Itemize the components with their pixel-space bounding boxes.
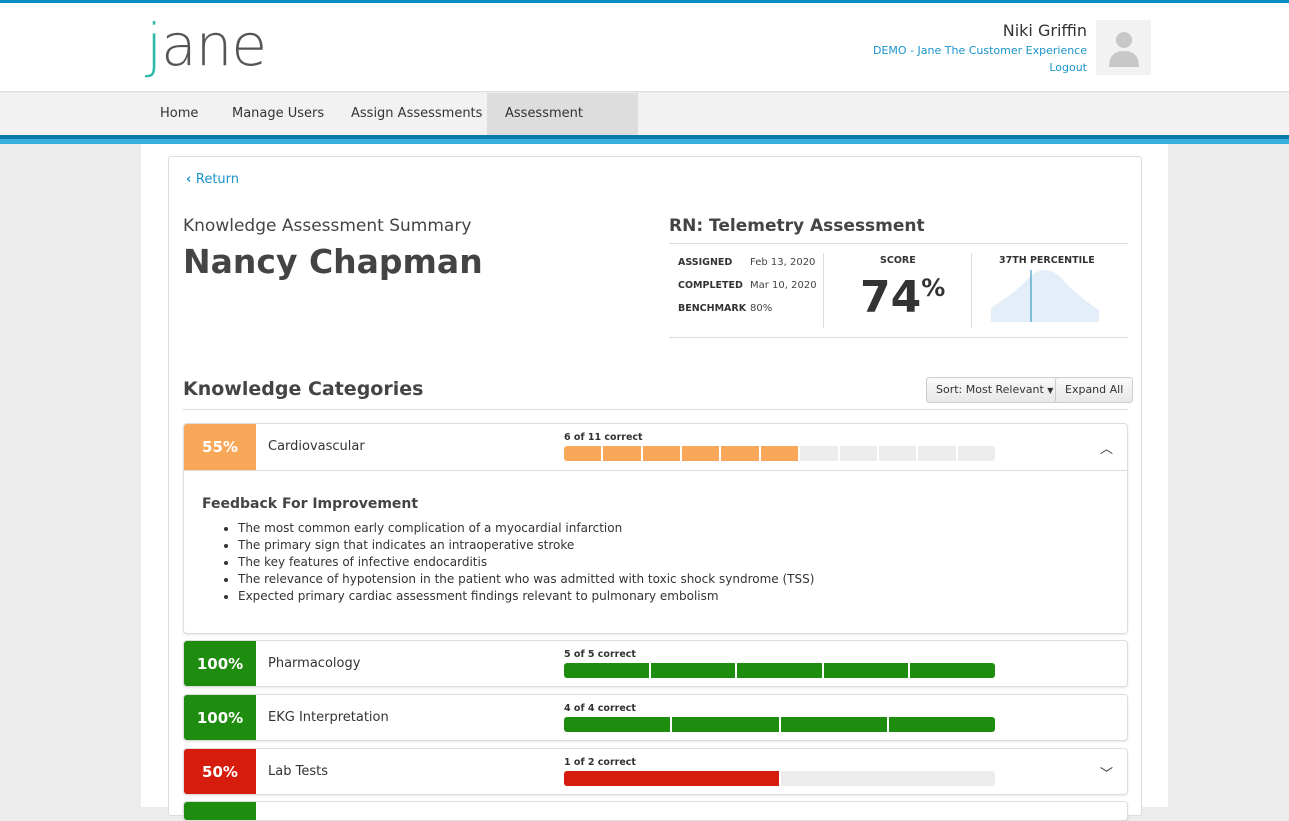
score-badge: 50% bbox=[184, 749, 256, 794]
completed-label: COMPLETED bbox=[678, 280, 743, 291]
benchmark-label: BENCHMARK bbox=[678, 303, 747, 314]
jane-logo[interactable]: jane bbox=[146, 11, 267, 79]
main-nav: Home Manage Users Assign Assessments Ass… bbox=[0, 93, 1289, 163]
assigned-value: Feb 13, 2020 bbox=[750, 257, 816, 268]
category-name: EKG Interpretation bbox=[268, 710, 389, 725]
logout-link[interactable]: Logout bbox=[1049, 61, 1087, 74]
return-label: Return bbox=[195, 172, 240, 187]
categories-title: Knowledge Categories bbox=[183, 378, 424, 400]
progress-segment bbox=[737, 663, 822, 678]
progress-bar bbox=[564, 446, 995, 461]
score-label: SCORE bbox=[880, 255, 916, 266]
category-row[interactable]: 100% Pharmacology 5 of 5 correct bbox=[183, 640, 1128, 687]
score-value: 74% bbox=[860, 272, 945, 323]
feedback-item: The key features of infective endocardit… bbox=[238, 554, 814, 571]
progress-segment bbox=[878, 446, 917, 461]
avatar[interactable] bbox=[1096, 20, 1151, 75]
user-name: Niki Griffin bbox=[1002, 21, 1087, 40]
percentile-curve bbox=[991, 270, 1099, 322]
nav-assessment-results[interactable]: Assessment Results bbox=[487, 93, 638, 163]
progress-segment bbox=[780, 771, 995, 786]
progress-segment bbox=[957, 446, 995, 461]
chevron-left-icon: ‹ bbox=[186, 172, 196, 187]
caret-down-icon: ▼ bbox=[1047, 386, 1054, 395]
category-row[interactable]: 100% EKG Interpretation 4 of 4 correct bbox=[183, 694, 1128, 741]
correct-count: 1 of 2 correct bbox=[564, 757, 636, 768]
progress-bar bbox=[564, 717, 995, 732]
category-row[interactable]: 55% Cardiovascular 6 of 11 correct ︿ Feed… bbox=[183, 423, 1128, 634]
correct-count: 6 of 11 correct bbox=[564, 432, 643, 443]
progress-bar bbox=[564, 771, 995, 786]
return-link[interactable]: ‹ Return bbox=[186, 172, 239, 187]
nav-divider-light bbox=[0, 139, 1289, 144]
progress-segment bbox=[888, 717, 995, 732]
progress-segment bbox=[839, 446, 877, 461]
progress-segment bbox=[780, 717, 887, 732]
expand-all-button[interactable]: Expand All bbox=[1055, 377, 1134, 403]
progress-segment bbox=[800, 446, 838, 461]
feedback-title: Feedback For Improvement bbox=[202, 496, 419, 512]
correct-count: 5 of 5 correct bbox=[564, 649, 636, 660]
progress-segment bbox=[564, 663, 649, 678]
category-row-partial[interactable] bbox=[183, 801, 1128, 821]
chevron-up-icon[interactable]: ︿ bbox=[1099, 442, 1113, 457]
progress-segment bbox=[564, 771, 779, 786]
org-link[interactable]: DEMO - Jane The Customer Experience bbox=[873, 44, 1087, 57]
progress-segment bbox=[564, 717, 671, 732]
header: jane Niki Griffin DEMO - Jane The Custom… bbox=[0, 3, 1289, 92]
progress-segment bbox=[564, 446, 602, 461]
progress-segment bbox=[721, 446, 759, 461]
progress-segment bbox=[672, 717, 779, 732]
feedback-item: The primary sign that indicates an intra… bbox=[238, 537, 814, 554]
top-accent-line bbox=[0, 0, 1289, 3]
feedback-item: Expected primary cardiac assessment find… bbox=[238, 588, 814, 605]
score-number: 74 bbox=[860, 272, 922, 323]
progress-segment bbox=[910, 663, 995, 678]
user-icon bbox=[1108, 31, 1139, 67]
progress-segment bbox=[918, 446, 956, 461]
benchmark-value: 80% bbox=[750, 303, 773, 314]
nav-divider bbox=[0, 135, 1289, 139]
percentile-label: 37TH PERCENTILE bbox=[999, 255, 1095, 266]
sort-label: Sort: Most Relevant bbox=[936, 383, 1044, 396]
category-name: Lab Tests bbox=[268, 764, 328, 779]
score-badge: 100% bbox=[184, 695, 256, 740]
category-name: Pharmacology bbox=[268, 656, 361, 671]
progress-segment bbox=[823, 663, 909, 678]
feedback-list: The most common early complication of a … bbox=[220, 520, 814, 605]
correct-count: 4 of 4 correct bbox=[564, 703, 636, 714]
assigned-label: ASSIGNED bbox=[678, 257, 733, 268]
user-info: Niki Griffin DEMO - Jane The Customer Ex… bbox=[873, 21, 1087, 74]
completed-value: Mar 10, 2020 bbox=[750, 280, 817, 291]
assessment-title: RN: Telemetry Assessment bbox=[669, 216, 925, 236]
progress-segment bbox=[603, 446, 641, 461]
feedback-item: The relevance of hypotension in the pati… bbox=[238, 571, 814, 588]
chevron-down-icon[interactable]: ﹀ bbox=[1099, 767, 1113, 782]
category-row[interactable]: 50% Lab Tests 1 of 2 correct ﹀ bbox=[183, 748, 1128, 795]
nav-assign-assessments[interactable]: Assign Assessments bbox=[351, 106, 483, 121]
feedback-item: The most common early complication of a … bbox=[238, 520, 814, 537]
page-title: Nancy Chapman bbox=[183, 242, 483, 281]
progress-segment bbox=[650, 663, 736, 678]
sort-dropdown[interactable]: Sort: Most Relevant ▼ bbox=[926, 377, 1064, 403]
category-name: Cardiovascular bbox=[268, 439, 365, 454]
score-unit: % bbox=[921, 274, 946, 302]
progress-bar bbox=[564, 663, 995, 678]
progress-segment bbox=[642, 446, 681, 461]
progress-segment bbox=[760, 446, 799, 461]
page-subtitle: Knowledge Assessment Summary bbox=[183, 216, 472, 236]
score-badge: 55% bbox=[184, 424, 256, 470]
nav-home[interactable]: Home bbox=[160, 106, 199, 121]
nav-manage-users[interactable]: Manage Users bbox=[232, 106, 325, 121]
progress-segment bbox=[682, 446, 720, 461]
score-badge: 100% bbox=[184, 641, 256, 686]
score-badge bbox=[184, 802, 256, 820]
